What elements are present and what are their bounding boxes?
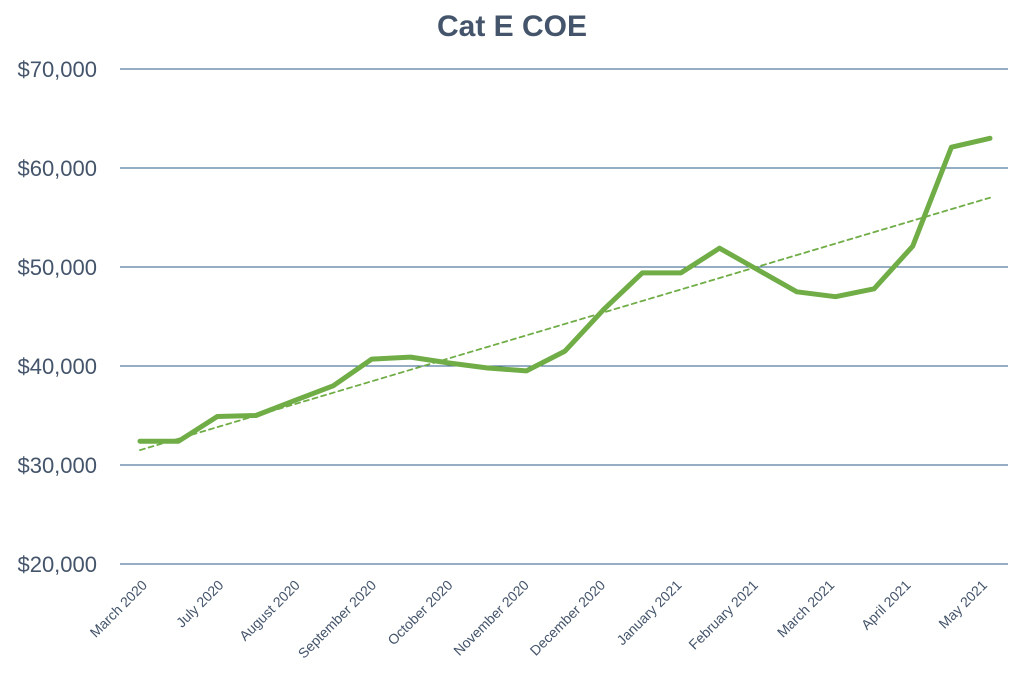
series-line xyxy=(137,135,993,444)
x-tick-label: August 2020 xyxy=(236,577,303,644)
y-tick-label: $40,000 xyxy=(17,354,97,379)
x-tick-label: April 2021 xyxy=(858,577,914,633)
y-tick-label: $50,000 xyxy=(17,255,97,280)
x-tick-label: September 2020 xyxy=(295,577,380,662)
chart-title: Cat E COE xyxy=(436,10,588,43)
x-tick-label: March 2021 xyxy=(774,577,838,641)
x-tick-label: November 2020 xyxy=(450,577,532,659)
y-tick-label: $70,000 xyxy=(17,57,97,82)
y-tick-label: $60,000 xyxy=(17,156,97,181)
trend-line xyxy=(139,196,991,452)
x-tick-label: May 2021 xyxy=(935,577,990,632)
x-tick-label: October 2020 xyxy=(384,577,455,648)
x-tick-label: March 2020 xyxy=(87,577,151,641)
x-tick-label: December 2020 xyxy=(527,577,609,659)
x-tick-label: July 2020 xyxy=(173,577,227,631)
y-tick-label: $30,000 xyxy=(17,453,97,478)
x-tick-label: February 2021 xyxy=(685,577,761,653)
y-tick-label: $20,000 xyxy=(17,552,97,577)
x-tick-label: January 2021 xyxy=(613,577,684,648)
